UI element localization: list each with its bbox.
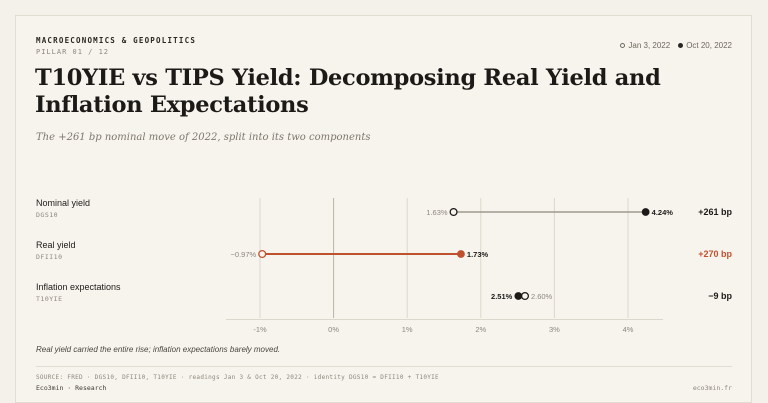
end-value-label: 2.51% (491, 292, 513, 301)
chart-note: Real yield carried the entire rise; infl… (36, 345, 281, 354)
start-point (258, 249, 267, 259)
row-code-real: DFII10 (36, 253, 63, 261)
end-value-label: 1.73% (467, 250, 489, 259)
row-code-inflation: T10YIE (36, 295, 63, 303)
pillar-label: PILLAR 01 / 12 (36, 48, 110, 56)
x-tick-label: 4% (623, 325, 634, 334)
start-point (449, 207, 458, 217)
end-point (514, 292, 523, 300)
end-value-label: 4.24% (652, 208, 674, 217)
row-label-real: Real yield (36, 240, 76, 250)
source-line: SOURCE: FRED · DGS10, DFII10, T10YIE · r… (36, 374, 439, 381)
open-dot-icon (620, 43, 626, 48)
card-panel (15, 15, 752, 403)
x-tick-label: 0% (328, 325, 339, 334)
date-legend: Jan 3, 2022 Oct 20, 2022 (620, 41, 732, 50)
x-tick-label: 3% (549, 325, 560, 334)
legend-end-label: Oct 20, 2022 (686, 41, 732, 50)
end-point (457, 250, 465, 258)
legend-start-label: Jan 3, 2022 (628, 41, 671, 50)
start-value-label: 2.60% (531, 292, 553, 301)
footer-divider (36, 366, 732, 367)
row-label-nominal: Nominal yield (36, 198, 91, 208)
section-kicker: MACROECONOMICS & GEOPOLITICS (36, 36, 197, 45)
page-subtitle: The +261 bp nominal move of 2022, split … (36, 132, 371, 143)
page-title: T10YIE vs TIPS Yield: Decomposing Real Y… (35, 65, 661, 118)
start-value-label: 1.63% (426, 208, 448, 217)
legend-end: Oct 20, 2022 (678, 41, 732, 50)
x-tick-label: 1% (402, 325, 413, 334)
x-tick-label: 2% (475, 325, 486, 334)
change-label: −9 bp (708, 291, 732, 301)
change-label: +261 bp (698, 207, 732, 217)
x-tick-label: -1% (253, 325, 267, 334)
change-label: +270 bp (698, 249, 732, 259)
row-label-inflation: Inflation expectations (36, 282, 121, 292)
filled-dot-icon (678, 43, 684, 48)
start-value-label: −0.97% (231, 250, 257, 259)
end-point (641, 208, 650, 216)
site-url: eco3min.fr (692, 384, 732, 392)
start-point (520, 291, 530, 301)
row-code-nominal: DGS10 (36, 211, 59, 219)
legend-start: Jan 3, 2022 (620, 41, 670, 50)
brand-label: Eco3min · Research (36, 384, 107, 392)
